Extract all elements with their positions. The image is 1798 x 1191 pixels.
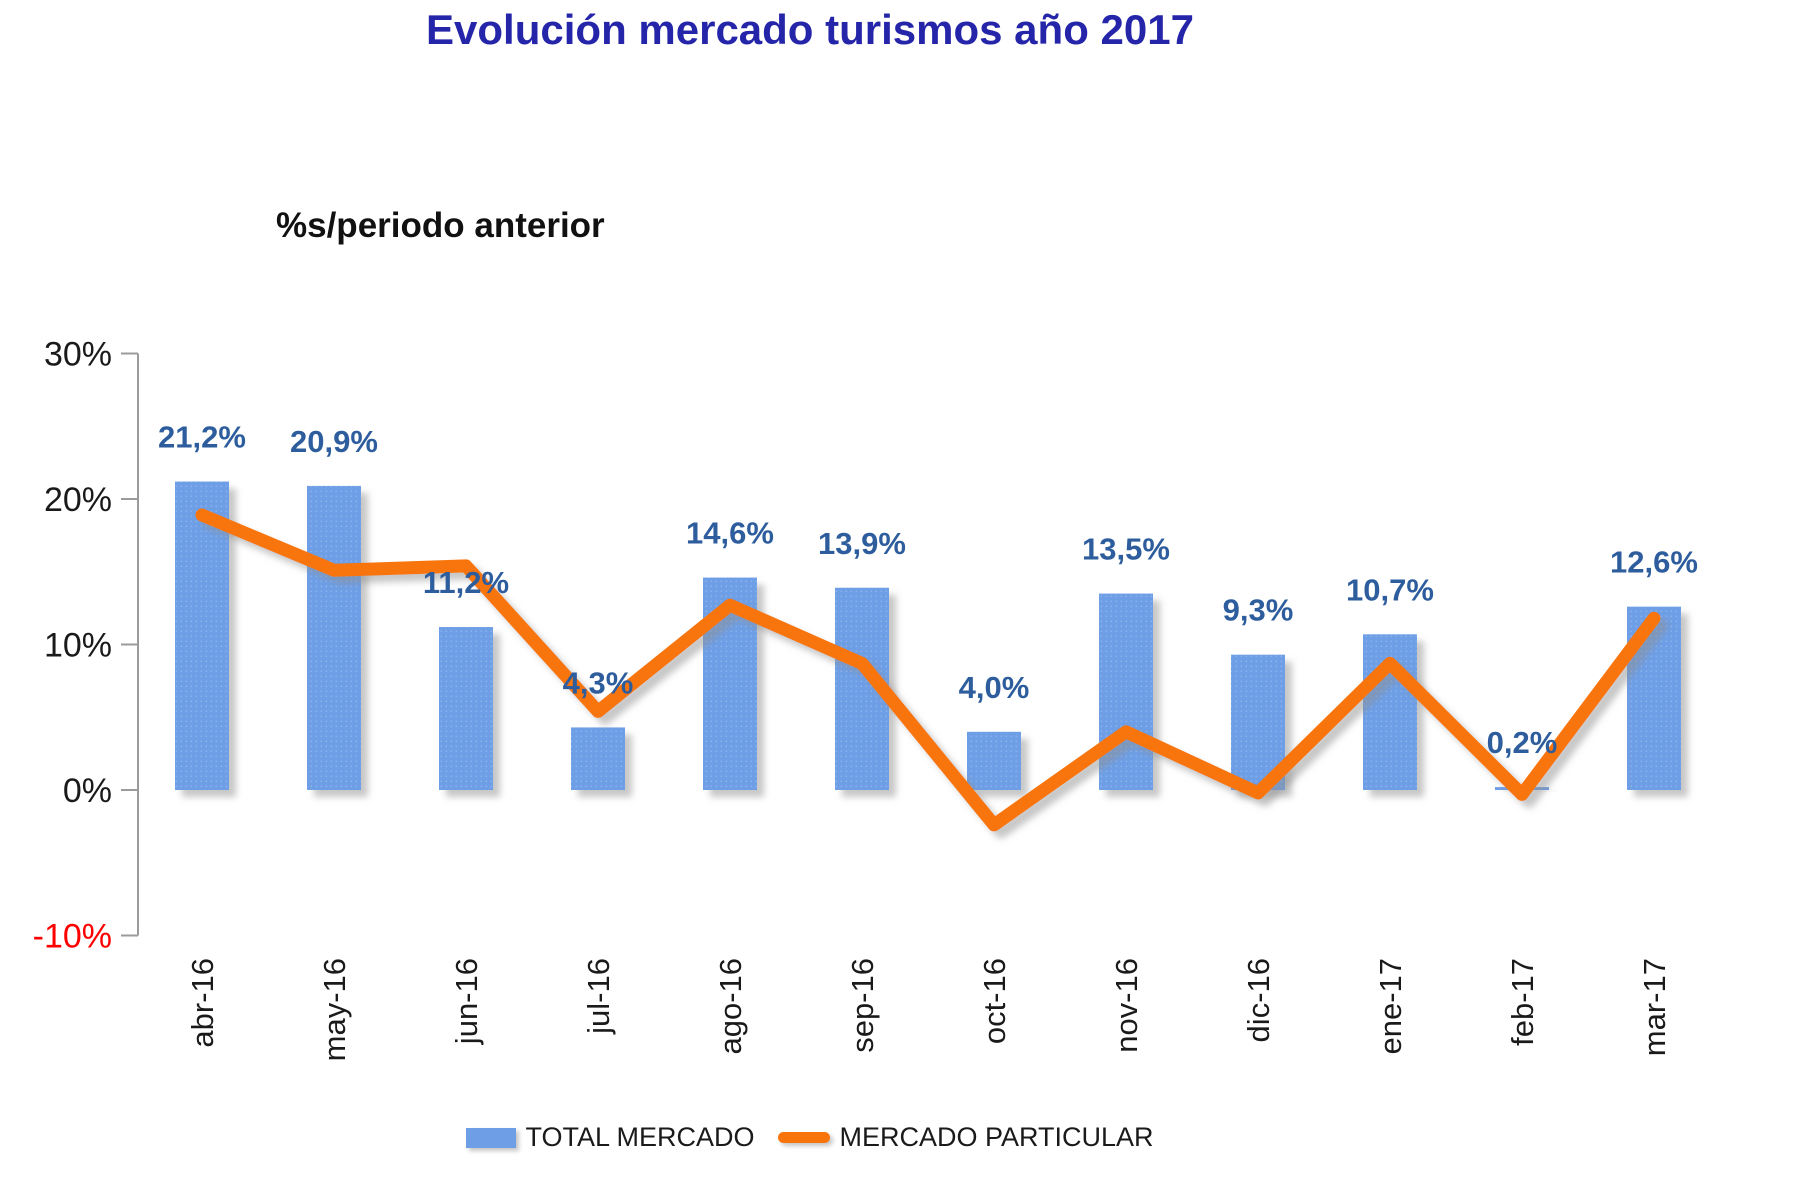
x-tick-label: abr-16 bbox=[185, 958, 220, 1048]
x-tick-label: feb-17 bbox=[1505, 958, 1540, 1046]
legend-item-mercado-particular: MERCADO PARTICULAR bbox=[778, 1122, 1154, 1153]
chart-legend: TOTAL MERCADO MERCADO PARTICULAR bbox=[0, 1122, 1620, 1153]
bar-texture bbox=[307, 485, 361, 790]
chart-title: Evolución mercado turismos año 2017 bbox=[426, 6, 1194, 53]
x-tick-label: jun-16 bbox=[449, 958, 484, 1045]
x-tick-label: nov-16 bbox=[1109, 958, 1144, 1053]
x-tick-label: sep-16 bbox=[845, 958, 880, 1053]
x-tick-label: jul-16 bbox=[581, 958, 616, 1035]
bar-texture bbox=[439, 627, 493, 790]
x-tick-label: oct-16 bbox=[977, 958, 1012, 1044]
y-tick-label: 20% bbox=[44, 481, 112, 519]
legend-swatch-line bbox=[778, 1132, 831, 1143]
bar-texture bbox=[571, 727, 625, 790]
bar-value-label: 13,5% bbox=[1082, 532, 1170, 567]
bar-value-label: 10,7% bbox=[1346, 572, 1434, 607]
bar-texture bbox=[967, 731, 1021, 790]
bar-texture bbox=[175, 481, 229, 790]
bar-value-label: 14,6% bbox=[686, 516, 774, 551]
bar-value-label: 4,3% bbox=[563, 665, 634, 700]
bar-value-label: 0,2% bbox=[1487, 725, 1558, 760]
mercado-particular-line bbox=[195, 508, 1661, 832]
bar-texture bbox=[1099, 593, 1153, 790]
x-tick-label: may-16 bbox=[317, 958, 352, 1061]
axis-unit-label: %s/periodo anterior bbox=[276, 206, 605, 245]
y-tick-label: 30% bbox=[44, 336, 112, 374]
x-tick-label: ago-16 bbox=[713, 958, 748, 1055]
bar-value-label: 11,2% bbox=[423, 565, 509, 600]
bar-value-label: 21,2% bbox=[158, 420, 246, 455]
x-tick-label: dic-16 bbox=[1241, 958, 1276, 1042]
bar-value-label: 12,6% bbox=[1610, 545, 1698, 580]
y-tick-label: 0% bbox=[63, 772, 112, 810]
legend-swatch-bar bbox=[466, 1127, 517, 1148]
legend-label-mercado-particular: MERCADO PARTICULAR bbox=[839, 1122, 1154, 1152]
bar-value-label: 9,3% bbox=[1223, 593, 1294, 628]
bar-value-label: 4,0% bbox=[959, 670, 1030, 705]
bar-value-label: 20,9% bbox=[290, 424, 378, 459]
x-tick-label: ene-17 bbox=[1373, 958, 1408, 1055]
y-tick-label: 10% bbox=[44, 627, 112, 665]
y-tick-label: -10% bbox=[33, 918, 112, 956]
bar-value-label: 13,9% bbox=[818, 526, 906, 561]
x-tick-label: mar-17 bbox=[1637, 958, 1672, 1056]
legend-item-total-mercado: TOTAL MERCADO bbox=[466, 1122, 754, 1153]
legend-label-total-mercado: TOTAL MERCADO bbox=[525, 1122, 755, 1152]
